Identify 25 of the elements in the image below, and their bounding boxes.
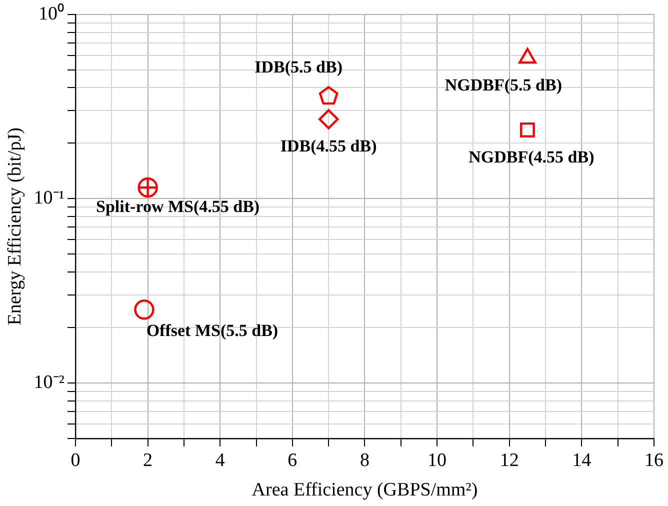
x-axis-title: Area Efficiency (GBPS/mm²): [252, 480, 478, 501]
series-label: Split-row MS(4.55 dB): [96, 196, 260, 216]
y-axis-title: Energy Efficiency (bit/pJ): [4, 128, 26, 326]
point: [138, 177, 158, 198]
point: [318, 86, 338, 105]
series-label: IDB(5.5 dB): [254, 58, 343, 77]
x-tick-label: 4: [215, 450, 226, 471]
x-tick-label: 14: [572, 450, 592, 471]
x-tick-label: 12: [500, 450, 519, 471]
point: [318, 109, 339, 130]
x-tick-label: 10: [428, 450, 447, 471]
series-label: IDB(4.55 dB): [280, 136, 377, 156]
series-label: Offset MS(5.5 dB): [146, 320, 278, 340]
point: [134, 300, 154, 320]
series-label: NGDBF(4.55 dB): [468, 147, 594, 166]
x-tick-label: 2: [143, 450, 153, 471]
y-tick-label: 10⁻¹: [34, 188, 65, 209]
x-tick-label: 0: [70, 450, 80, 471]
x-tick-label: 16: [644, 450, 664, 471]
point: [520, 122, 535, 138]
x-tick-label: 8: [360, 450, 370, 471]
series-label: NGDBF(5.5 dB): [444, 75, 562, 94]
y-tick-label: 10⁰: [38, 2, 64, 24]
y-tick-label: 10⁻²: [34, 372, 65, 393]
x-tick-label: 6: [288, 450, 298, 471]
